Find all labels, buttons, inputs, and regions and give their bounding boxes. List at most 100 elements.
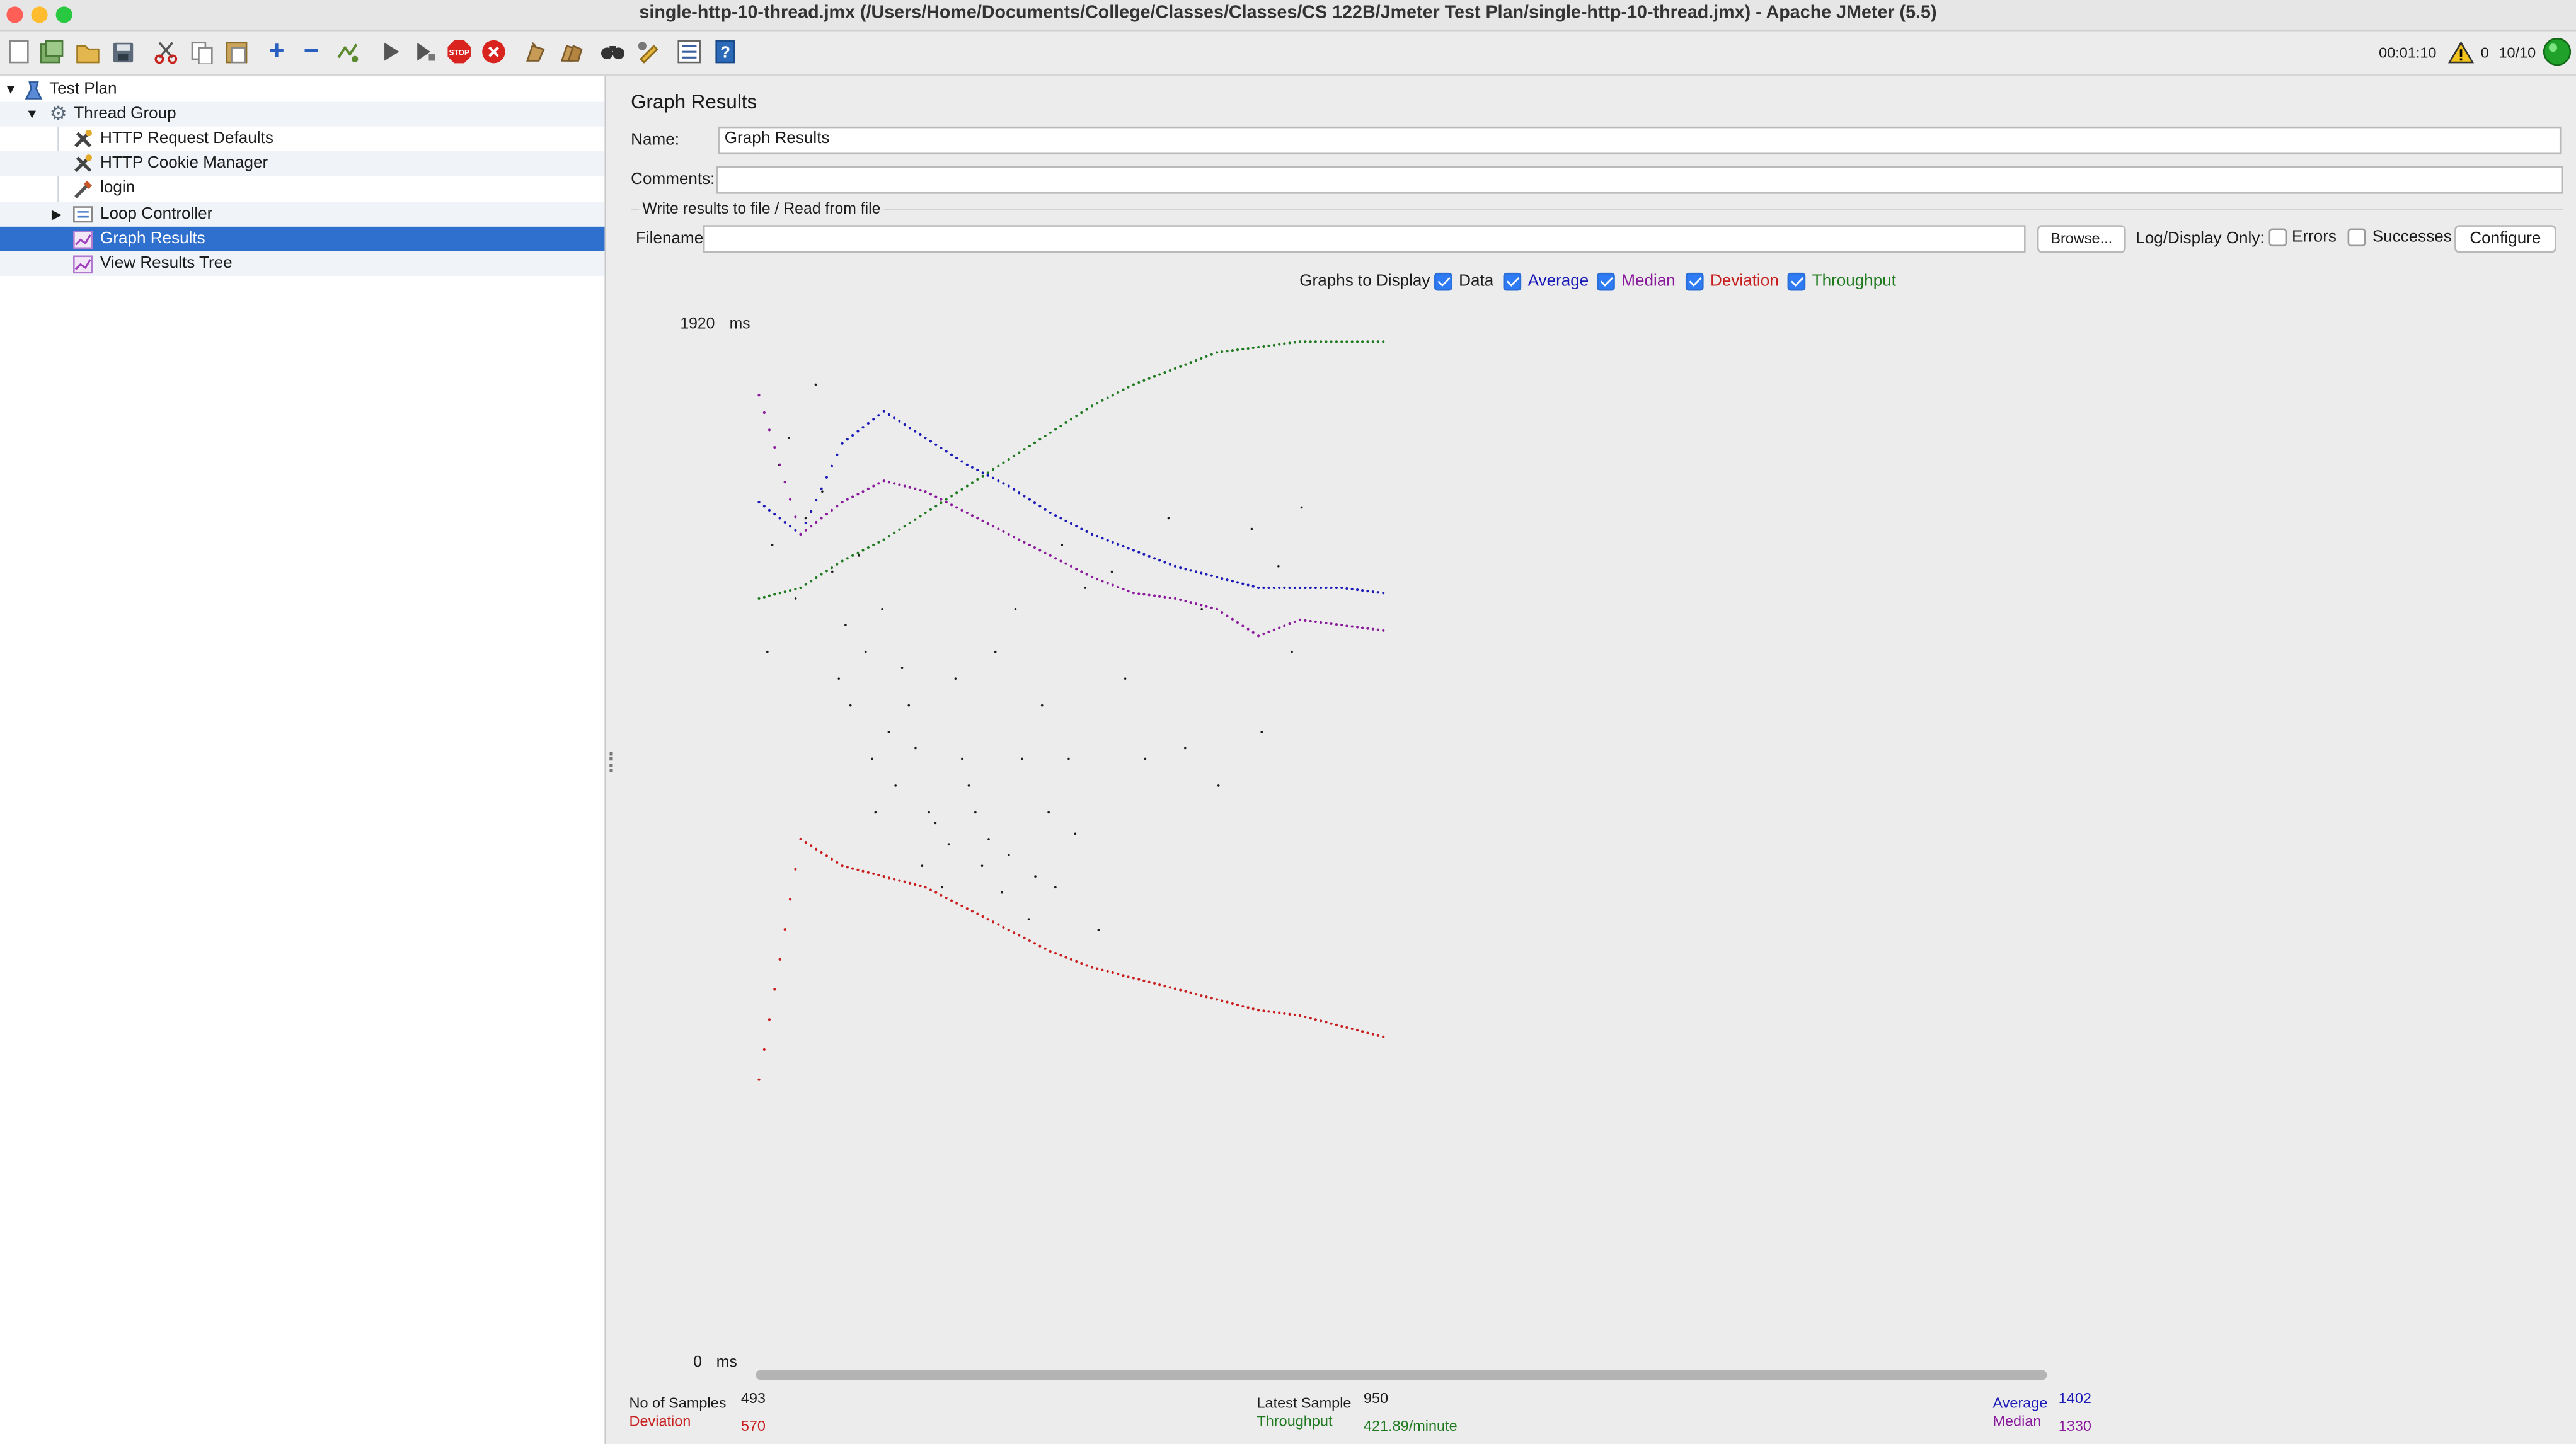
clear-icon[interactable] <box>520 38 548 66</box>
average-point <box>924 437 927 440</box>
data-checkbox-label: Data <box>1459 272 1494 291</box>
average-point <box>1283 586 1286 590</box>
help-icon[interactable]: ? <box>711 38 739 66</box>
deviation-point <box>1298 1014 1302 1017</box>
median-point <box>1345 624 1348 627</box>
active-threads: 10/10 <box>2498 44 2536 61</box>
deviation-point <box>1231 1002 1234 1006</box>
deviation-point <box>997 923 1000 926</box>
errors-checkbox[interactable] <box>2268 228 2287 247</box>
data-point <box>1014 608 1017 610</box>
data-point <box>1124 677 1127 680</box>
open-icon[interactable] <box>74 38 101 66</box>
start-no-pauses-icon[interactable] <box>411 38 439 66</box>
tree-item-test-plan[interactable]: ▼ Test Plan <box>0 77 604 102</box>
toggle-icon[interactable] <box>333 38 361 66</box>
median-point <box>934 495 938 498</box>
tree-item-graph-results[interactable]: Graph Results <box>0 226 605 251</box>
median-point <box>1251 631 1255 634</box>
throughput-point <box>861 549 865 552</box>
successes-checkbox[interactable] <box>2347 228 2366 247</box>
reset-search-icon[interactable] <box>634 38 662 66</box>
average-point <box>960 460 963 463</box>
deviation-point <box>1069 958 1072 961</box>
cut-icon[interactable] <box>151 38 179 66</box>
wrench-icon <box>72 152 94 174</box>
throughput-point <box>1371 340 1374 343</box>
throughput-point <box>1314 340 1317 343</box>
median-checkbox[interactable] <box>1597 272 1615 291</box>
tree-item-view-results-tree[interactable]: View Results Tree <box>0 251 605 277</box>
deviation-point <box>924 886 927 889</box>
deviation-point <box>1314 1018 1317 1021</box>
throughput-point <box>986 471 989 474</box>
median-point <box>1376 628 1379 631</box>
graph-horizontal-scrollbar[interactable] <box>756 1370 2047 1380</box>
deviation-point <box>1371 1033 1374 1036</box>
deviation-point <box>940 893 943 897</box>
function-helper-icon[interactable] <box>676 38 703 66</box>
data-point <box>1061 544 1064 546</box>
tree-item-label: Thread Group <box>74 105 176 123</box>
clear-all-icon[interactable] <box>557 38 585 66</box>
stop-icon[interactable]: STOP <box>446 38 473 66</box>
data-point <box>771 544 774 546</box>
collapse-icon[interactable]: − <box>303 37 319 65</box>
test-plan-icon <box>23 79 45 100</box>
throughput-point <box>1210 353 1213 356</box>
zoom-window-button[interactable] <box>55 6 72 23</box>
expand-icon[interactable]: + <box>269 37 285 65</box>
tree-item-login[interactable]: login <box>0 176 604 200</box>
deviation-point <box>908 881 911 885</box>
minimize-window-button[interactable] <box>31 6 48 23</box>
name-field[interactable]: Graph Results <box>718 126 2562 155</box>
warning-icon[interactable] <box>2446 38 2474 66</box>
data-point <box>1034 875 1037 878</box>
deviation-point <box>1350 1027 1354 1031</box>
save-icon[interactable] <box>108 38 136 66</box>
configure-button[interactable]: Configure <box>2454 225 2556 253</box>
data-point <box>994 650 997 653</box>
median-point <box>866 487 870 490</box>
throughput-point <box>1267 344 1270 347</box>
deviation-point <box>794 868 797 871</box>
median-point <box>810 525 813 528</box>
average-point <box>1158 559 1161 562</box>
expand-arrow-icon[interactable]: ▼ <box>25 106 39 122</box>
search-icon[interactable] <box>598 38 626 66</box>
deviation-point <box>945 897 948 900</box>
browse-button[interactable]: Browse... <box>2037 225 2126 253</box>
expand-arrow-icon[interactable]: ▼ <box>4 82 18 97</box>
average-point <box>1163 561 1166 564</box>
close-window-button[interactable] <box>6 6 23 23</box>
filename-field[interactable] <box>703 225 2026 253</box>
file-section-title: Write results to file / Read from file <box>639 200 884 219</box>
drag-handle-icon[interactable] <box>609 752 616 772</box>
new-icon[interactable] <box>5 38 33 66</box>
median-point <box>1142 593 1146 596</box>
warning-count: 0 <box>2480 44 2489 61</box>
tree-item-http-request-defaults[interactable]: HTTP Request Defaults <box>0 127 604 151</box>
tree-item-loop-controller[interactable]: ▶ Loop Controller <box>0 202 605 227</box>
median-point <box>1210 606 1213 609</box>
comments-field[interactable] <box>716 166 2563 194</box>
copy-icon[interactable] <box>187 38 215 66</box>
median-point <box>1320 621 1323 624</box>
start-icon[interactable] <box>376 38 404 66</box>
split-pane-divider[interactable] <box>606 75 618 1444</box>
throughput-point <box>1013 454 1016 457</box>
shutdown-icon[interactable] <box>480 38 507 66</box>
data-checkbox[interactable] <box>1434 272 1452 291</box>
tree-item-thread-group[interactable]: ▼ ⚙ Thread Group <box>0 101 605 127</box>
throughput-checkbox[interactable] <box>1787 272 1806 291</box>
average-checkbox[interactable] <box>1503 272 1522 291</box>
deviation-checkbox[interactable] <box>1685 272 1704 291</box>
average-point <box>1267 586 1270 590</box>
tree-item-http-cookie-manager[interactable]: HTTP Cookie Manager <box>0 151 605 176</box>
median-point <box>950 503 953 507</box>
deviation-point <box>965 907 969 910</box>
paste-icon[interactable] <box>222 38 250 66</box>
average-point <box>1231 580 1234 583</box>
templates-icon[interactable] <box>38 38 66 66</box>
collapsed-arrow-icon[interactable]: ▶ <box>51 207 62 222</box>
